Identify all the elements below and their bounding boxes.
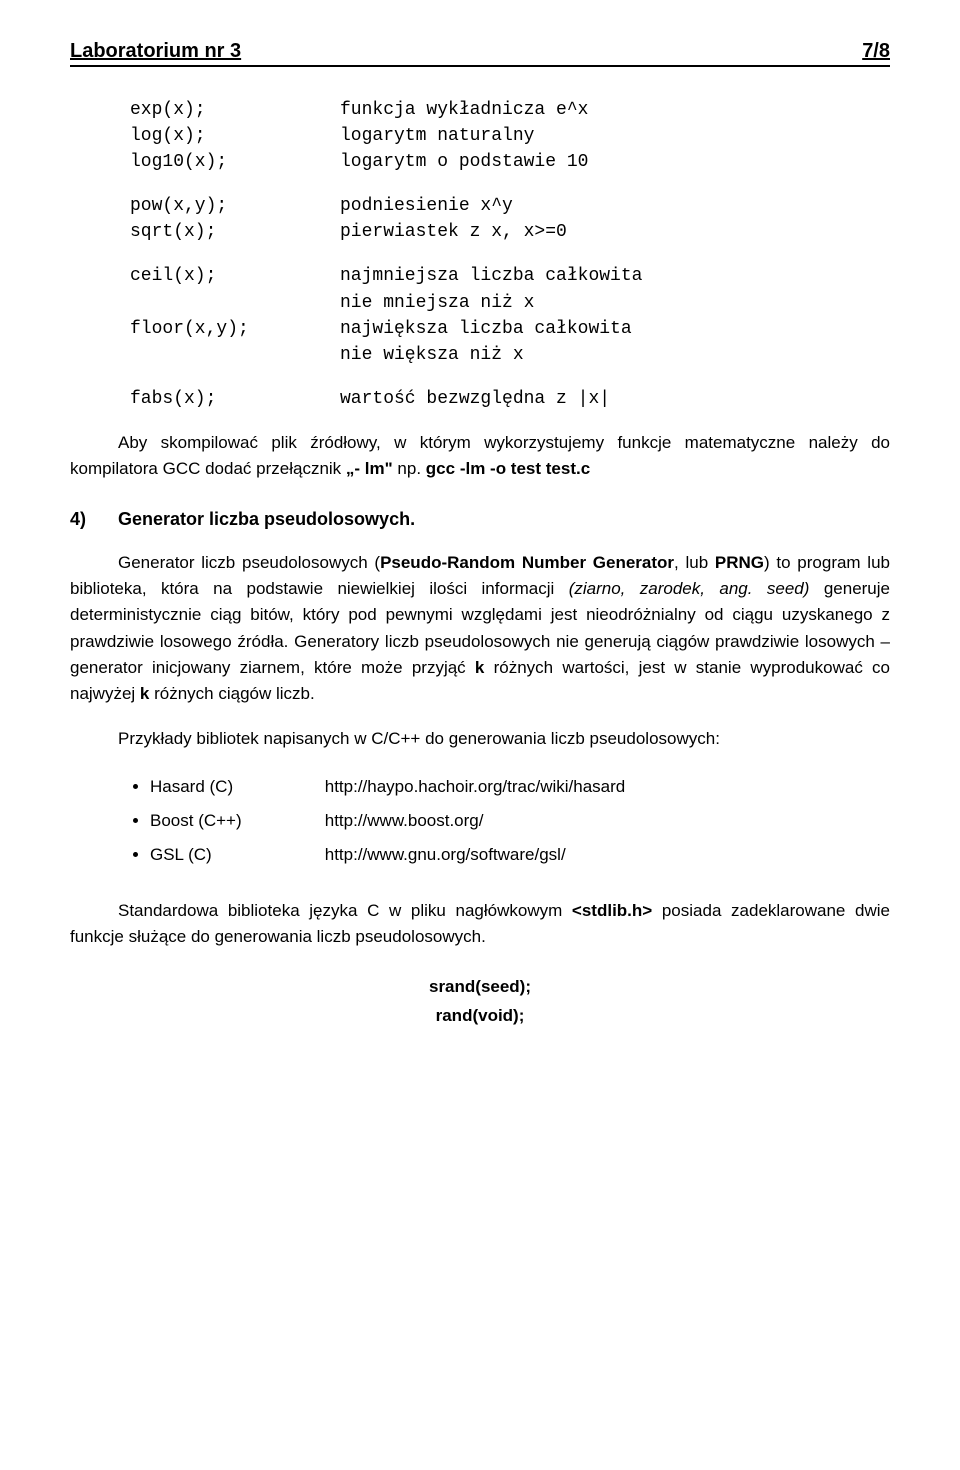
- function-name: exp(x);: [130, 97, 340, 123]
- header-page-number: 7/8: [862, 40, 890, 63]
- page-header: Laboratorium nr 3 7/8: [70, 40, 890, 67]
- function-desc: nie mniejsza niż x: [340, 290, 534, 316]
- list-item: GSL (C) http://www.gnu.org/software/gsl/: [150, 838, 890, 872]
- function-desc: logarytm o podstawie 10: [340, 149, 588, 175]
- prng-paragraph: Generator liczb pseudolosowych (Pseudo-R…: [70, 550, 890, 708]
- function-row: exp(x); funkcja wykładnicza e^x: [130, 97, 890, 123]
- section-title: Generator liczba pseudolosowych.: [118, 509, 415, 530]
- stdlib-header-name: <stdlib.h>: [572, 901, 652, 920]
- function-desc: wartość bezwzględna z |x|: [340, 386, 610, 412]
- prng-t10: k: [140, 684, 149, 703]
- lib-name: GSL (C): [150, 838, 320, 872]
- function-desc: najmniejsza liczba całkowita: [340, 263, 642, 289]
- function-name: fabs(x);: [130, 386, 340, 412]
- libs-intro: Przykłady bibliotek napisanych w C/C++ d…: [70, 726, 890, 752]
- function-desc: nie większa niż x: [340, 342, 524, 368]
- compile-switch: „- lm": [346, 459, 393, 478]
- section-number: 4): [70, 509, 118, 530]
- stdlib-t1: Standardowa biblioteka języka C w pliku …: [118, 901, 572, 920]
- function-desc: największa liczba całkowita: [340, 316, 632, 342]
- function-name: log10(x);: [130, 149, 340, 175]
- function-row: ceil(x); najmniejsza liczba całkowita: [130, 263, 890, 289]
- srand-prototype: srand(seed);: [70, 973, 890, 1002]
- prng-t11: różnych ciągów liczb.: [149, 684, 314, 703]
- lib-url: http://www.boost.org/: [325, 811, 484, 830]
- list-item: Hasard (C) http://haypo.hachoir.org/trac…: [150, 770, 890, 804]
- header-title: Laboratorium nr 3: [70, 40, 241, 63]
- prng-t8: k: [475, 658, 484, 677]
- section-4-heading: 4) Generator liczba pseudolosowych.: [70, 509, 890, 530]
- function-row: pow(x,y); podniesienie x^y: [130, 193, 890, 219]
- prng-t4: PRNG: [715, 553, 764, 572]
- stdlib-paragraph: Standardowa biblioteka języka C w pliku …: [70, 898, 890, 951]
- compile-command: gcc -lm -o test test.c: [426, 459, 590, 478]
- function-name: log(x);: [130, 123, 340, 149]
- function-group-1: exp(x); funkcja wykładnicza e^x log(x); …: [130, 97, 890, 175]
- function-group-4: fabs(x); wartość bezwzględna z |x|: [130, 386, 890, 412]
- function-name: [130, 290, 340, 316]
- function-row: log(x); logarytm naturalny: [130, 123, 890, 149]
- function-name: ceil(x);: [130, 263, 340, 289]
- lib-name: Hasard (C): [150, 770, 320, 804]
- function-name: floor(x,y);: [130, 316, 340, 342]
- prng-t2: Pseudo-Random Number Generator: [380, 553, 674, 572]
- function-name: [130, 342, 340, 368]
- function-desc: logarytm naturalny: [340, 123, 534, 149]
- lib-url: http://www.gnu.org/software/gsl/: [325, 845, 566, 864]
- lib-name: Boost (C++): [150, 804, 320, 838]
- function-row: nie mniejsza niż x: [130, 290, 890, 316]
- function-group-2: pow(x,y); podniesienie x^y sqrt(x); pier…: [130, 193, 890, 245]
- prng-t6: (ziarno, zarodek, ang. seed): [569, 579, 810, 598]
- function-desc: funkcja wykładnicza e^x: [340, 97, 588, 123]
- function-desc: podniesienie x^y: [340, 193, 513, 219]
- function-name: pow(x,y);: [130, 193, 340, 219]
- prng-t1: Generator liczb pseudolosowych (: [118, 553, 380, 572]
- function-row: log10(x); logarytm o podstawie 10: [130, 149, 890, 175]
- function-row: nie większa niż x: [130, 342, 890, 368]
- function-row: sqrt(x); pierwiastek z x, x>=0: [130, 219, 890, 245]
- function-row: floor(x,y); największa liczba całkowita: [130, 316, 890, 342]
- function-row: fabs(x); wartość bezwzględna z |x|: [130, 386, 890, 412]
- rand-prototype: rand(void);: [70, 1002, 890, 1031]
- list-item: Boost (C++) http://www.boost.org/: [150, 804, 890, 838]
- function-desc: pierwiastek z x, x>=0: [340, 219, 567, 245]
- function-group-3: ceil(x); najmniejsza liczba całkowita ni…: [130, 263, 890, 367]
- libraries-list: Hasard (C) http://haypo.hachoir.org/trac…: [70, 770, 890, 872]
- compile-note-paragraph: Aby skompilować plik źródłowy, w którym …: [70, 430, 890, 483]
- lib-url: http://haypo.hachoir.org/trac/wiki/hasar…: [325, 777, 626, 796]
- prng-t3: , lub: [674, 553, 715, 572]
- compile-note-mid: np.: [393, 459, 426, 478]
- function-name: sqrt(x);: [130, 219, 340, 245]
- function-prototypes: srand(seed); rand(void);: [70, 973, 890, 1031]
